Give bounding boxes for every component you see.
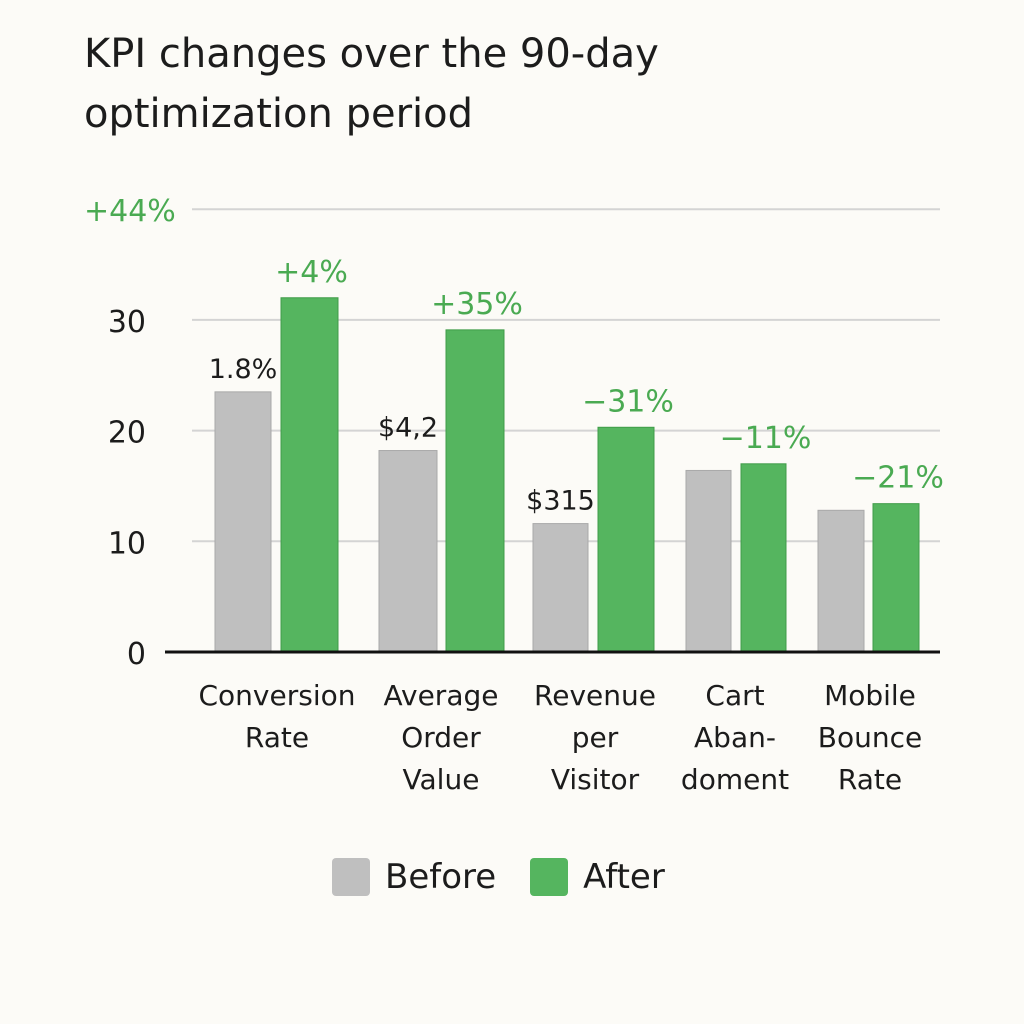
chart-title-line-1: KPI changes over the 90-day: [84, 31, 659, 77]
bar-after-1: [445, 329, 505, 653]
category-label-4-line-2: Rate: [838, 763, 902, 796]
bar-after-3: [740, 463, 787, 653]
data-label-after-1: +35%: [431, 287, 523, 322]
bar-chart: 0 10 20 30 +44% 1.8% +4% Conversion Rate $4,2 +35%…: [84, 194, 944, 796]
legend-item-before: Before: [332, 857, 496, 897]
data-label-before-1: $4,2: [378, 413, 438, 444]
data-label-after-2: −31%: [582, 384, 674, 419]
bar-before-4: [817, 509, 865, 653]
legend-swatch-before: [332, 858, 370, 896]
data-label-after-3: −11%: [720, 421, 812, 456]
category-label-4-line-1: Bounce: [818, 721, 922, 754]
category-label-3-line-1: Aban-: [694, 721, 776, 754]
category-label-0-line-1: Rate: [245, 721, 309, 754]
legend-swatch-after: [530, 858, 569, 896]
category-label-0-line-0: Conversion: [199, 679, 356, 712]
category-label-3-line-2: doment: [681, 763, 789, 796]
bar-after-2: [597, 426, 655, 653]
legend-label-before: Before: [385, 857, 497, 897]
legend: Before After: [332, 857, 699, 897]
legend-item-after: After: [530, 857, 665, 897]
data-label-before-0: 1.8%: [209, 354, 278, 385]
category-label-2-line-0: Revenue: [534, 679, 656, 712]
bar-before-2: [532, 523, 589, 653]
y-tick-label-20: 20: [108, 416, 146, 451]
y-tick-label-10: 10: [108, 526, 146, 561]
category-label-2-line-2: Visitor: [551, 763, 640, 796]
category-label-4-line-0: Mobile: [824, 679, 916, 712]
category-label-1-line-1: Order: [401, 721, 481, 754]
chart-title-line-2: optimization period: [84, 91, 474, 137]
top-change-label: +44%: [84, 194, 176, 229]
data-label-after-0: +4%: [275, 255, 348, 290]
data-label-before-2: $315: [526, 486, 595, 517]
bar-before-0: [214, 391, 272, 653]
bar-before-3: [685, 469, 732, 653]
chart-title: KPI changes over the 90-day optimization…: [84, 24, 944, 144]
category-label-1-line-2: Value: [403, 763, 480, 796]
bar-after-0: [280, 297, 339, 653]
bar-before-1: [378, 450, 438, 653]
category-label-1-line-0: Average: [384, 679, 499, 712]
category-label-2-line-1: per: [572, 721, 619, 754]
y-tick-label-30: 30: [108, 305, 146, 340]
y-tick-label-0: 0: [127, 637, 146, 672]
data-label-after-4: −21%: [852, 461, 944, 496]
bar-after-4: [872, 503, 920, 653]
category-label-3-line-0: Cart: [705, 679, 764, 712]
legend-label-after: After: [583, 857, 665, 897]
